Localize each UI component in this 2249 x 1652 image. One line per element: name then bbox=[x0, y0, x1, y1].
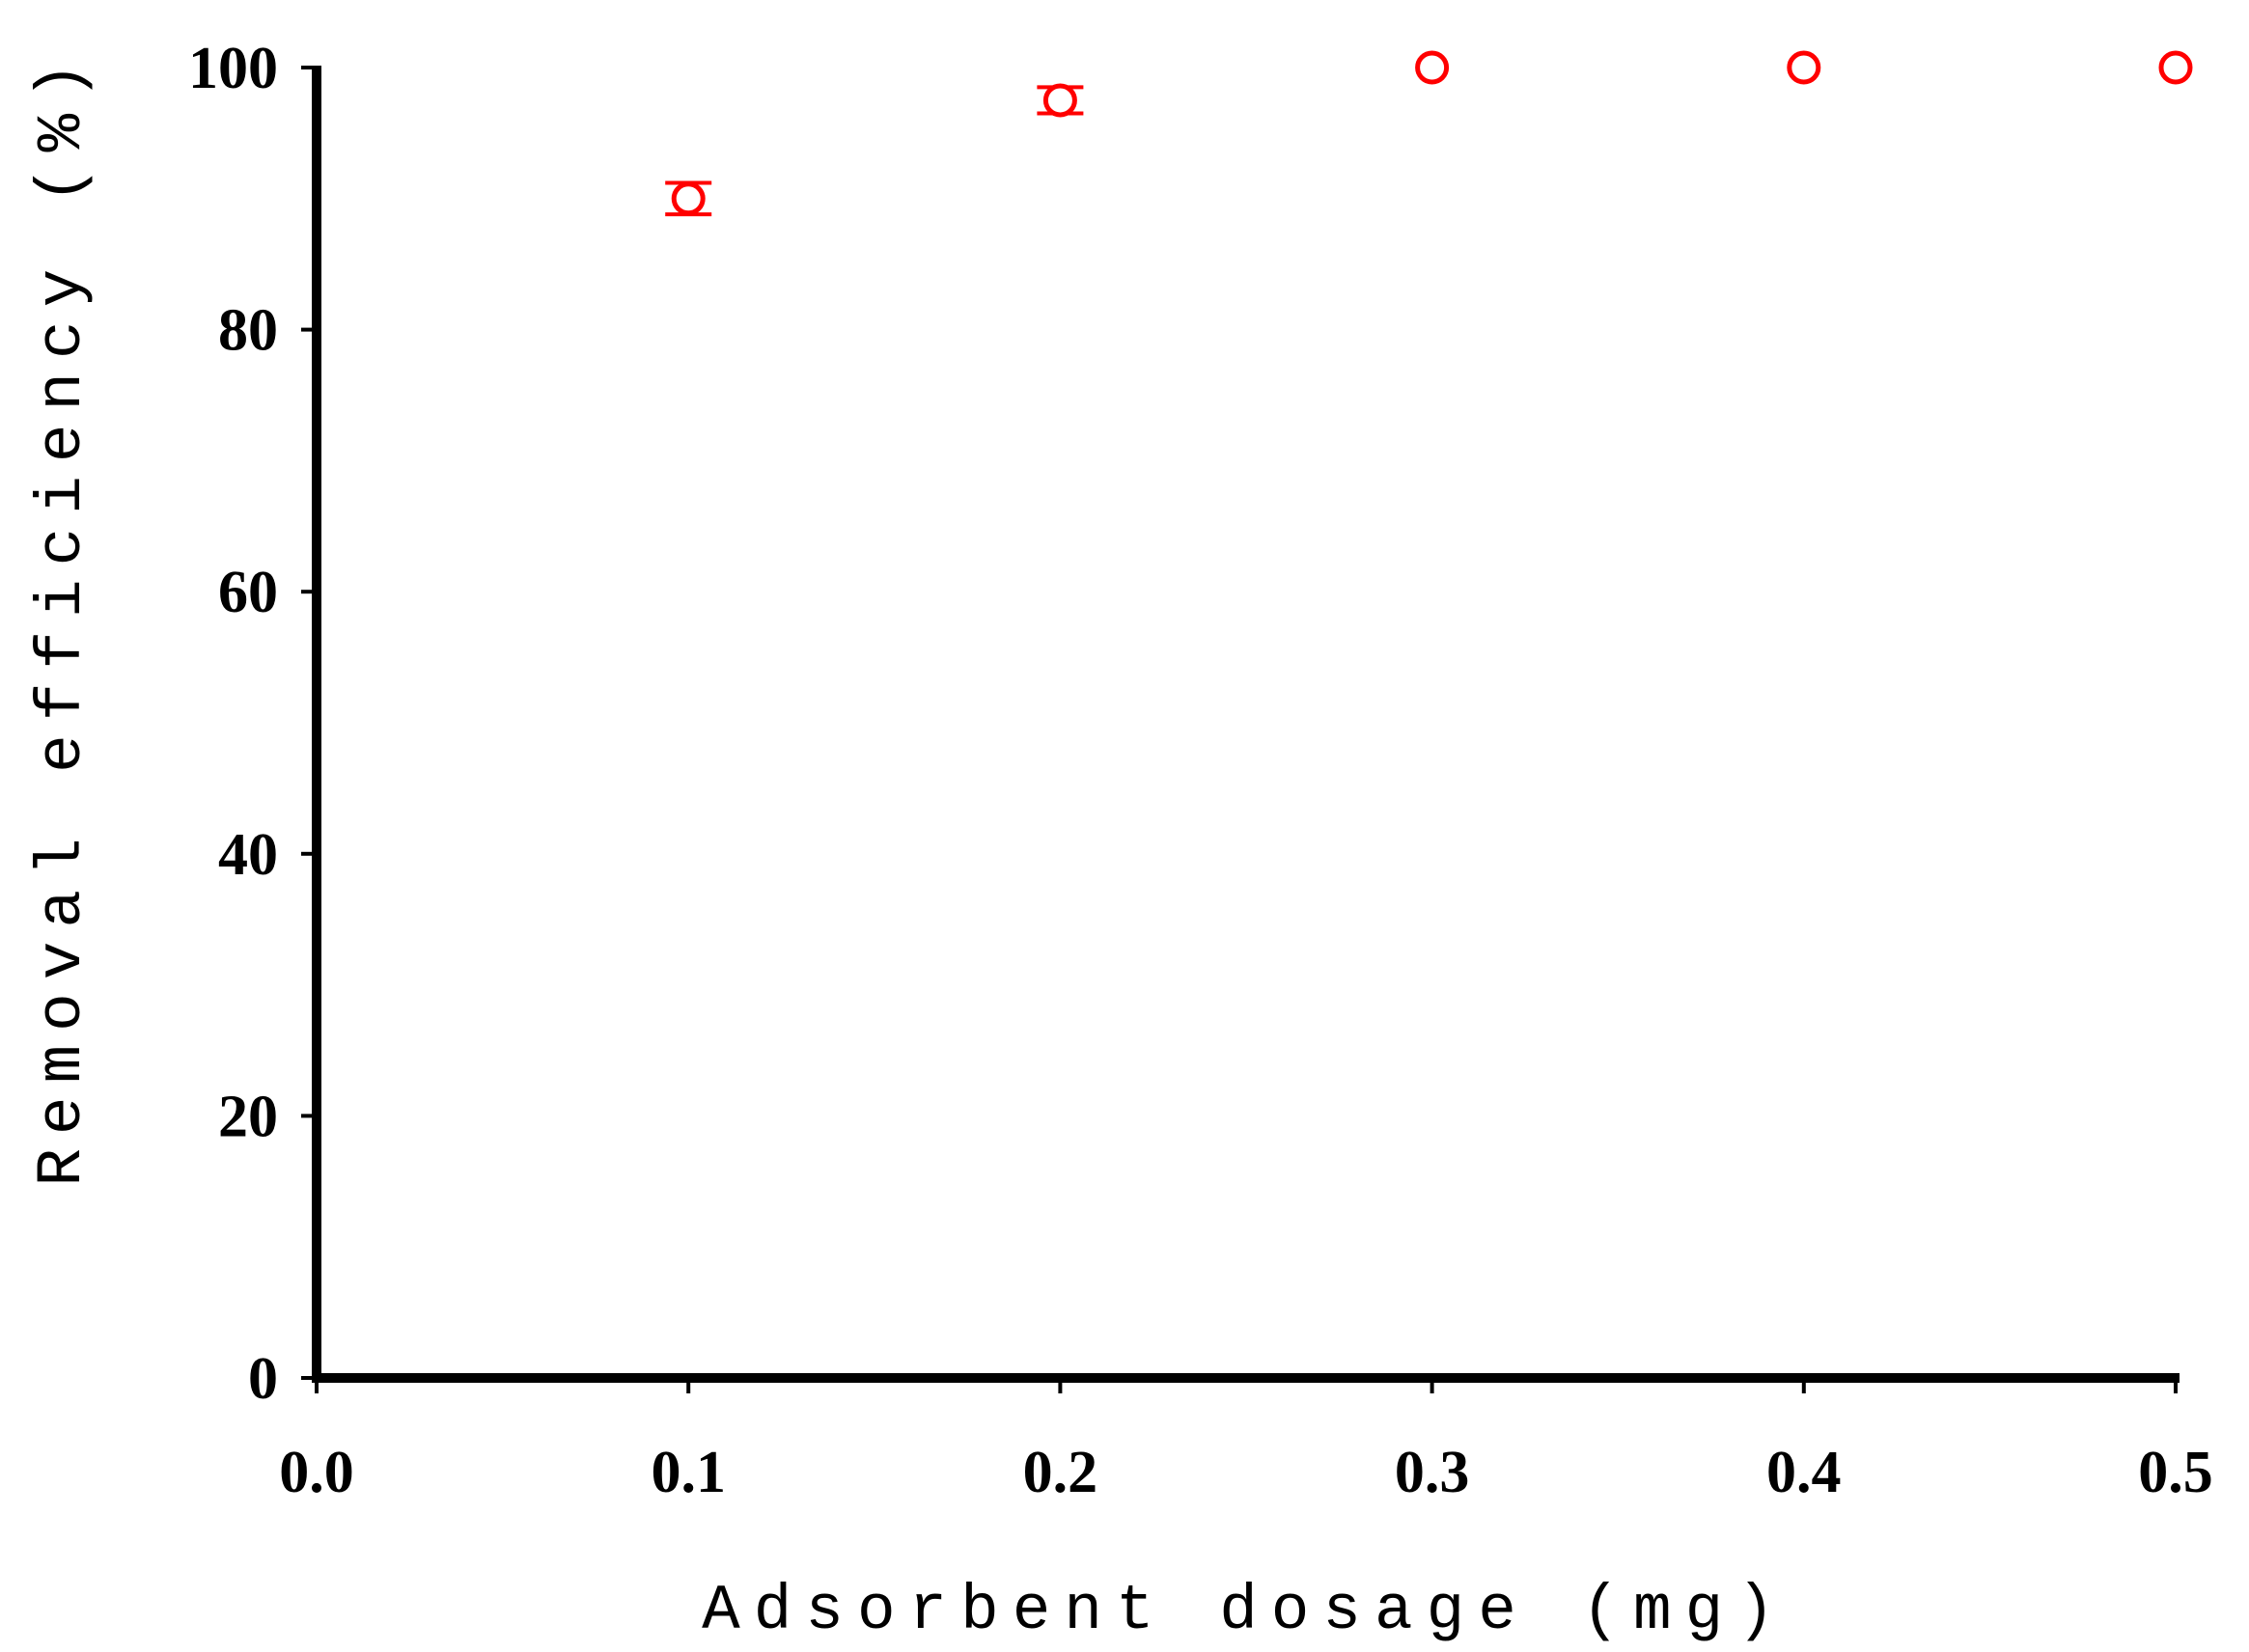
data-point bbox=[1415, 50, 1450, 85]
y-tick-label: 40 bbox=[218, 822, 278, 888]
x-tick-label: 0.4 bbox=[1766, 1440, 1842, 1505]
data-point bbox=[1787, 50, 1821, 85]
y-tick-label: 0 bbox=[248, 1346, 278, 1412]
data-points bbox=[671, 50, 2193, 216]
y-axis-ticks: 0 20 40 60 80 100 bbox=[188, 36, 317, 1412]
x-axis-title: Adsorbent dosage (mg) bbox=[702, 1575, 1789, 1647]
x-axis-ticks: 0.0 0.1 0.2 0.3 0.4 0.5 bbox=[279, 1378, 2213, 1505]
y-tick-label: 100 bbox=[188, 36, 278, 101]
axes bbox=[312, 66, 2180, 1383]
x-tick-label: 0.3 bbox=[1395, 1440, 1470, 1505]
data-point bbox=[1042, 83, 1077, 118]
y-tick-label: 60 bbox=[218, 560, 278, 625]
error-bars bbox=[665, 85, 1084, 217]
y-tick-label: 80 bbox=[218, 298, 278, 364]
data-point bbox=[2158, 50, 2193, 85]
x-tick-label: 0.0 bbox=[279, 1440, 354, 1505]
data-point bbox=[671, 181, 706, 216]
x-tick-label: 0.1 bbox=[651, 1440, 726, 1505]
y-axis-title: Removal efficiency (%) bbox=[26, 48, 98, 1186]
x-tick-label: 0.2 bbox=[1023, 1440, 1098, 1505]
x-tick-label: 0.5 bbox=[2138, 1440, 2213, 1505]
y-tick-label: 20 bbox=[218, 1084, 278, 1149]
